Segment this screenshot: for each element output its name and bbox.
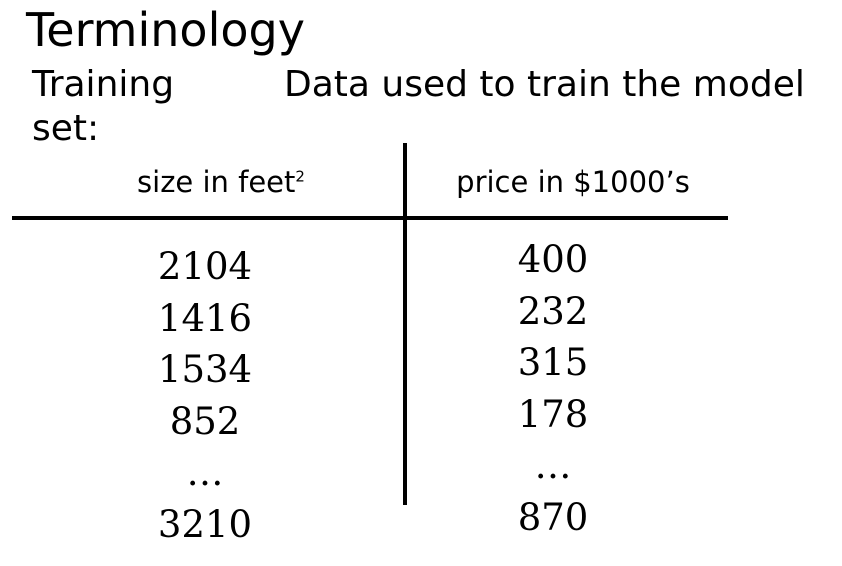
column-header-price: price in $1000’s: [456, 165, 690, 199]
size-column: 2104 1416 1534 852 … 3210: [130, 241, 280, 550]
table-cell-price: 232: [517, 289, 589, 333]
table-cell-size: 852: [169, 399, 241, 443]
table-cell-size: 1416: [157, 296, 253, 340]
table-header-divider: [12, 216, 728, 220]
column-header-size-superscript: 2: [295, 167, 305, 186]
table-cell-size: 2104: [157, 245, 253, 288]
table-cell-size: 3210: [157, 502, 253, 546]
table-cell-size-ellipsis: …: [186, 451, 224, 494]
term-definition: Data used to train the model: [284, 64, 805, 105]
table-cell-price: 178: [517, 392, 589, 436]
term-label: Training set:: [32, 64, 175, 149]
column-header-size-label: size in feet: [137, 165, 296, 199]
table-column-divider: [403, 143, 407, 505]
table-cell-size: 1534: [157, 348, 253, 391]
table-cell-price: 870: [517, 495, 589, 539]
table-cell-price: 315: [517, 341, 589, 384]
slide-title: Terminology: [26, 3, 305, 57]
table-cell-price: 400: [517, 238, 589, 281]
column-header-size: size in feet2: [98, 164, 344, 200]
table-cell-price-ellipsis: …: [534, 444, 572, 487]
price-column: 400 232 315 178 … 870: [478, 234, 628, 543]
